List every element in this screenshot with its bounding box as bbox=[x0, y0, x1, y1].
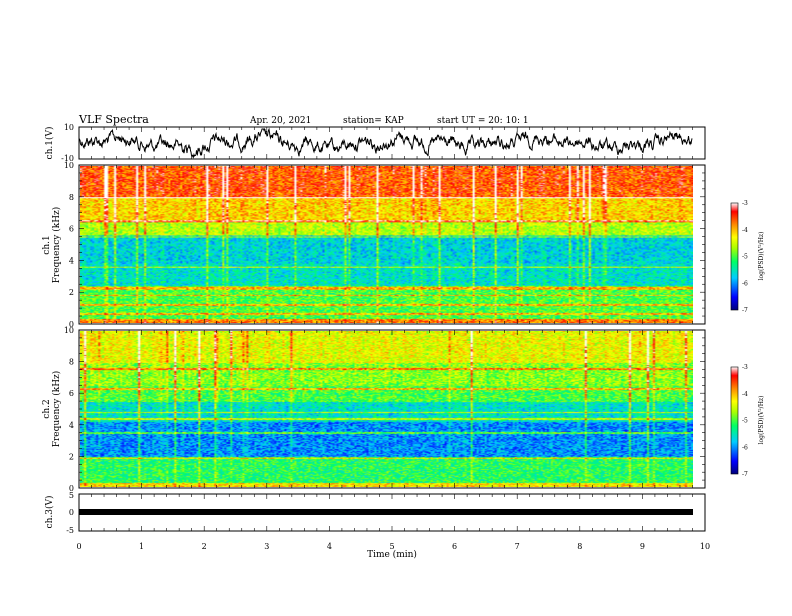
ch3-ytick-bottom: -5 bbox=[66, 526, 74, 535]
ch1-spectrogram-ylabel: Frequency (kHz) bbox=[51, 207, 62, 284]
ch2-spectrogram-xticks bbox=[78, 330, 706, 488]
start-time-label: start UT = 20: 10: 1 bbox=[437, 116, 529, 126]
ch1-colorbar-label: log(PSD)(V²/Hz) bbox=[758, 232, 765, 281]
ch1-spectrogram-image bbox=[80, 166, 693, 323]
spec2-ytick-label-10: 10 bbox=[64, 326, 74, 335]
ch2-spectrogram-image bbox=[80, 331, 693, 487]
ch1-spectrogram-yticks: 0 2 4 6 8 10 bbox=[64, 161, 705, 329]
colorbar1-tick--6: -6 bbox=[742, 280, 748, 287]
figure-title: VLF Spectra bbox=[78, 113, 149, 126]
spec2-ytick-label-4: 4 bbox=[69, 421, 74, 430]
x-tick-label-8: 8 bbox=[577, 542, 582, 551]
ch1-ytick-bottom: -10 bbox=[61, 154, 74, 163]
spec1-ytick-label-10: 10 bbox=[64, 161, 74, 170]
colorbar2-tick--3: -3 bbox=[742, 364, 748, 371]
spec2-ytick-label-0: 0 bbox=[69, 484, 74, 493]
ch1-colorbar-ticks: -3 -4 -5 -6 -7 bbox=[742, 200, 748, 314]
date-label: Apr. 20, 2021 bbox=[249, 116, 311, 126]
x-tick-label-1: 1 bbox=[139, 542, 144, 551]
colorbar1-tick--7: -7 bbox=[742, 307, 748, 314]
ch1-colorbar bbox=[730, 202, 739, 311]
ch2-spectrogram-ylabel: Frequency (kHz) bbox=[51, 371, 62, 448]
colorbar2-tick--7: -7 bbox=[742, 471, 748, 478]
spec1-ytick-label-4: 4 bbox=[69, 256, 74, 265]
spec2-ytick-label-8: 8 bbox=[69, 358, 74, 367]
spec2-ytick-label-2: 2 bbox=[69, 452, 74, 461]
spec1-ytick-label-6: 6 bbox=[69, 225, 74, 234]
x-axis-label: Time (min) bbox=[367, 549, 417, 560]
ch1-spectrogram-ylabel-channel: ch.1 bbox=[42, 235, 52, 254]
ch1-waveform-xticks bbox=[78, 127, 706, 159]
colorbar2-tick--6: -6 bbox=[742, 444, 748, 451]
x-tick-label-10: 10 bbox=[700, 542, 710, 551]
x-axis-tick-labels: 0 1 2 3 4 5 6 7 8 9 10 bbox=[76, 542, 710, 551]
x-tick-label-9: 9 bbox=[640, 542, 645, 551]
station-label: station= KAP bbox=[343, 116, 404, 126]
spec1-ytick-label-0: 0 bbox=[69, 320, 74, 329]
colorbar1-tick--4: -4 bbox=[742, 227, 748, 234]
x-tick-label-6: 6 bbox=[452, 542, 457, 551]
ch2-spectrogram-yticks: 0 2 4 6 8 10 bbox=[64, 326, 705, 493]
colorbar1-tick--5: -5 bbox=[742, 254, 748, 261]
colorbar1-tick--3: -3 bbox=[742, 200, 748, 207]
colorbar2-tick--4: -4 bbox=[742, 391, 748, 398]
ch3-waveform-ylabel: ch.3(V) bbox=[44, 496, 55, 529]
ch2-colorbar-label: log(PSD)(V²/Hz) bbox=[758, 396, 765, 445]
x-tick-label-7: 7 bbox=[515, 542, 520, 551]
ch3-waveform-xticks bbox=[78, 494, 706, 531]
ch1-waveform-line bbox=[78, 127, 693, 159]
x-tick-label-3: 3 bbox=[264, 542, 269, 551]
x-tick-label-2: 2 bbox=[202, 542, 207, 551]
spec1-ytick-label-2: 2 bbox=[69, 288, 74, 297]
spec1-ytick-label-8: 8 bbox=[69, 193, 74, 202]
x-tick-label-0: 0 bbox=[76, 542, 81, 551]
ch3-ytick-top: 5 bbox=[69, 491, 74, 500]
ch1-waveform-panel: 10 -10 ch.1(V) bbox=[44, 123, 706, 163]
ch1-waveform-ylabel: ch.1(V) bbox=[44, 127, 55, 160]
ch1-spectrogram-xticks bbox=[78, 165, 706, 324]
ch2-spectrogram-ylabel-channel: ch.2 bbox=[42, 399, 52, 418]
ch1-ytick-top: 10 bbox=[64, 123, 74, 132]
ch3-waveform-line bbox=[79, 509, 693, 515]
x-tick-label-5: 5 bbox=[389, 542, 394, 551]
spec2-ytick-label-6: 6 bbox=[69, 389, 74, 398]
ch2-colorbar bbox=[730, 366, 739, 475]
ch3-ytick-mid: 0 bbox=[69, 508, 74, 517]
x-tick-label-4: 4 bbox=[327, 542, 332, 551]
ch2-colorbar-ticks: -3 -4 -5 -6 -7 bbox=[742, 364, 748, 478]
colorbar2-tick--5: -5 bbox=[742, 418, 748, 425]
ch3-waveform-panel: 5 0 -5 ch.3(V) bbox=[44, 491, 706, 535]
